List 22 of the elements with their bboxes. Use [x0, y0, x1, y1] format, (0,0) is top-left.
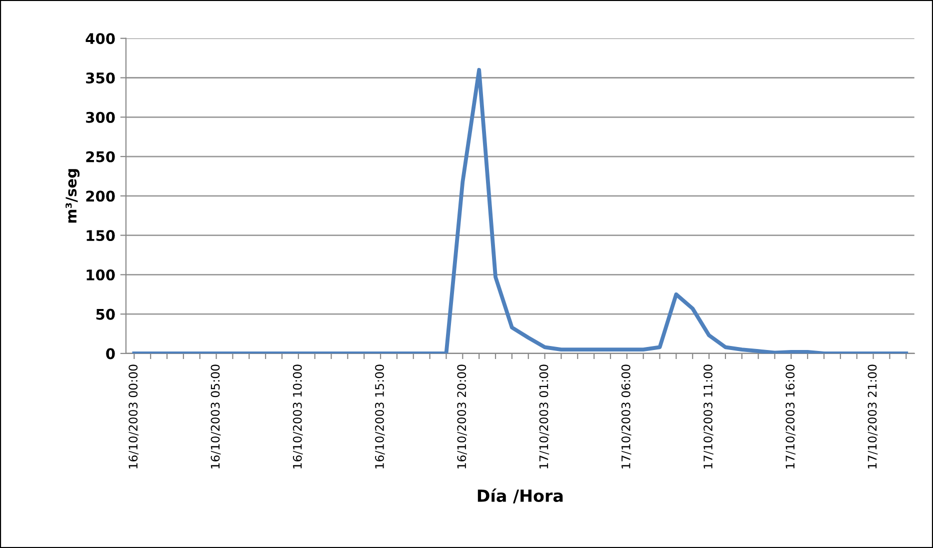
x-tick-label: 17/10/2003 01:00 — [539, 364, 550, 468]
x-tick-label: 17/10/2003 06:00 — [621, 364, 632, 468]
x-tick-label: 16/10/2003 20:00 — [457, 364, 468, 468]
y-tick-label: 300 — [86, 112, 115, 123]
y-tick-label: 250 — [86, 151, 115, 162]
y-tick-label: 100 — [86, 269, 115, 280]
x-tick-label: 17/10/2003 21:00 — [868, 364, 878, 468]
y-tick-label: 0 — [106, 348, 115, 360]
x-tick-label: 16/10/2003 15:00 — [375, 364, 385, 468]
y-tick-label: 350 — [86, 72, 115, 84]
y-tick-label: 150 — [86, 230, 115, 242]
y-tick-label: 50 — [96, 308, 115, 320]
x-tick-label: 16/10/2003 00:00 — [128, 364, 139, 468]
line-series — [132, 68, 908, 354]
y-tick-label: 200 — [86, 190, 115, 202]
y-tick-label: 400 — [86, 33, 115, 44]
x-tick-label: 16/10/2003 10:00 — [292, 364, 303, 468]
x-axis-title: Día /Hora — [478, 488, 563, 504]
y-axis-title: m³/seg — [66, 169, 80, 223]
x-tick-label: 17/10/2003 16:00 — [786, 364, 796, 468]
x-tick-label: 17/10/2003 11:00 — [704, 364, 714, 468]
x-tick-label: 16/10/2003 05:00 — [210, 364, 221, 468]
